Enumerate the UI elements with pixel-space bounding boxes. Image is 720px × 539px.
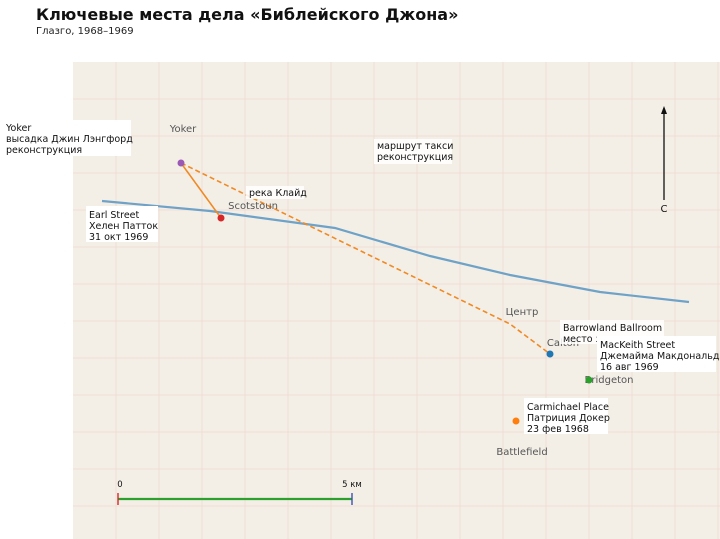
marker-yoker[interactable]	[177, 159, 185, 167]
svg-text:Carmichael Place: Carmichael Place	[527, 402, 609, 413]
svg-text:Earl Street: Earl Street	[89, 210, 140, 221]
river-label: река Клайд	[246, 186, 307, 199]
svg-text:Barrowland Ballroom: Barrowland Ballroom	[563, 323, 662, 334]
taxi-route-label: маршрут такси реконструкция	[374, 139, 453, 164]
marker-carmichael[interactable]	[512, 417, 520, 425]
area-label-scotstoun: Scotstoun	[228, 201, 278, 212]
svg-text:Джемайма Макдональд: Джемайма Макдональд	[600, 351, 720, 362]
label-earl-street: Earl Street Хелен Патток 31 окт 1969	[86, 206, 158, 243]
svg-text:река Клайд: река Клайд	[249, 188, 307, 199]
label-carmichael: Carmichael Place Патриция Докер 23 фев 1…	[524, 398, 610, 435]
marker-barrowland[interactable]	[546, 350, 554, 358]
area-label-battlefield: Battlefield	[496, 447, 547, 458]
marker-mackeith[interactable]	[585, 376, 593, 384]
svg-text:высадка Джин Лэнгфорд: высадка Джин Лэнгфорд	[6, 134, 133, 145]
svg-text:23 фев 1968: 23 фев 1968	[527, 424, 589, 435]
svg-text:Yoker: Yoker	[5, 123, 31, 134]
svg-text:реконструкция: реконструкция	[377, 152, 453, 163]
scale-bar	[117, 493, 353, 505]
scale-bar-end: 5 км	[342, 480, 362, 490]
svg-text:реконструкция: реконструкция	[6, 145, 82, 156]
label-yoker: Yoker высадка Джин Лэнгфорд реконструкци…	[3, 120, 133, 156]
map-title: Ключевые места дела «Библейского Джона»	[36, 5, 459, 24]
svg-text:Хелен Патток: Хелен Патток	[89, 221, 158, 232]
svg-text:16 авг 1969: 16 авг 1969	[600, 362, 659, 373]
map-subtitle: Глазго, 1968–1969	[36, 26, 134, 37]
north-arrow-icon	[661, 106, 667, 200]
river-clyde	[101, 199, 690, 304]
north-arrow-label: С	[661, 204, 668, 215]
marker-earl-street[interactable]	[217, 214, 225, 222]
svg-text:Патриция Докер: Патриция Докер	[527, 413, 610, 424]
area-label-bridgeton: Bridgeton	[585, 375, 634, 386]
scale-bar-start: 0	[117, 480, 122, 490]
svg-text:31 окт 1969: 31 окт 1969	[89, 232, 148, 243]
svg-text:MacKeith Street: MacKeith Street	[600, 340, 675, 351]
area-label-yoker: Yoker	[169, 124, 197, 135]
area-label-centre: Центр	[506, 307, 539, 318]
svg-text:маршрут такси: маршрут такси	[377, 141, 453, 152]
label-mackeith: MacKeith Street Джемайма Макдональд 16 а…	[597, 336, 720, 373]
